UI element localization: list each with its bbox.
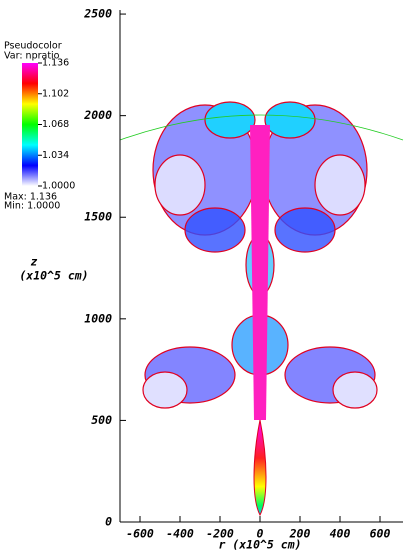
x-tick-label: 600: [370, 527, 391, 541]
x-tick-label: 0: [257, 527, 264, 541]
y-axis-label: (x10^5 cm): [19, 269, 88, 283]
y-tick-label: 2500: [83, 7, 112, 21]
x-tick-label: -200: [206, 527, 234, 541]
x-tick-label: -600: [126, 527, 154, 541]
x-tick-label: 400: [330, 527, 351, 541]
x-tick-label: 200: [289, 527, 311, 541]
colorbar-tick-label: 1.068: [42, 119, 69, 130]
y-tick-label: 2000: [83, 108, 112, 122]
jet: [254, 420, 266, 515]
colorbar-tick-label: 1.136: [42, 58, 69, 69]
y-tick-label: 0: [105, 515, 112, 529]
y-tick-label: 1000: [84, 311, 112, 325]
y-tick-label: 1500: [84, 210, 112, 224]
colorbar-tick-label: 1.034: [42, 150, 69, 161]
legend-min: Min: 1.0000: [4, 201, 60, 212]
x-tick-label: -400: [166, 527, 194, 541]
chart: r (x10^5 cm) z (x10^5 cm) Pseudocolor Va…: [0, 0, 409, 551]
colorbar-tick-label: 1.102: [42, 88, 69, 99]
y-axis-label: z: [31, 255, 38, 269]
colorbar: [22, 63, 38, 186]
y-tick-label: 500: [91, 413, 112, 427]
central-column: [250, 125, 270, 420]
colorbar-tick-label: 1.0000: [42, 181, 75, 192]
